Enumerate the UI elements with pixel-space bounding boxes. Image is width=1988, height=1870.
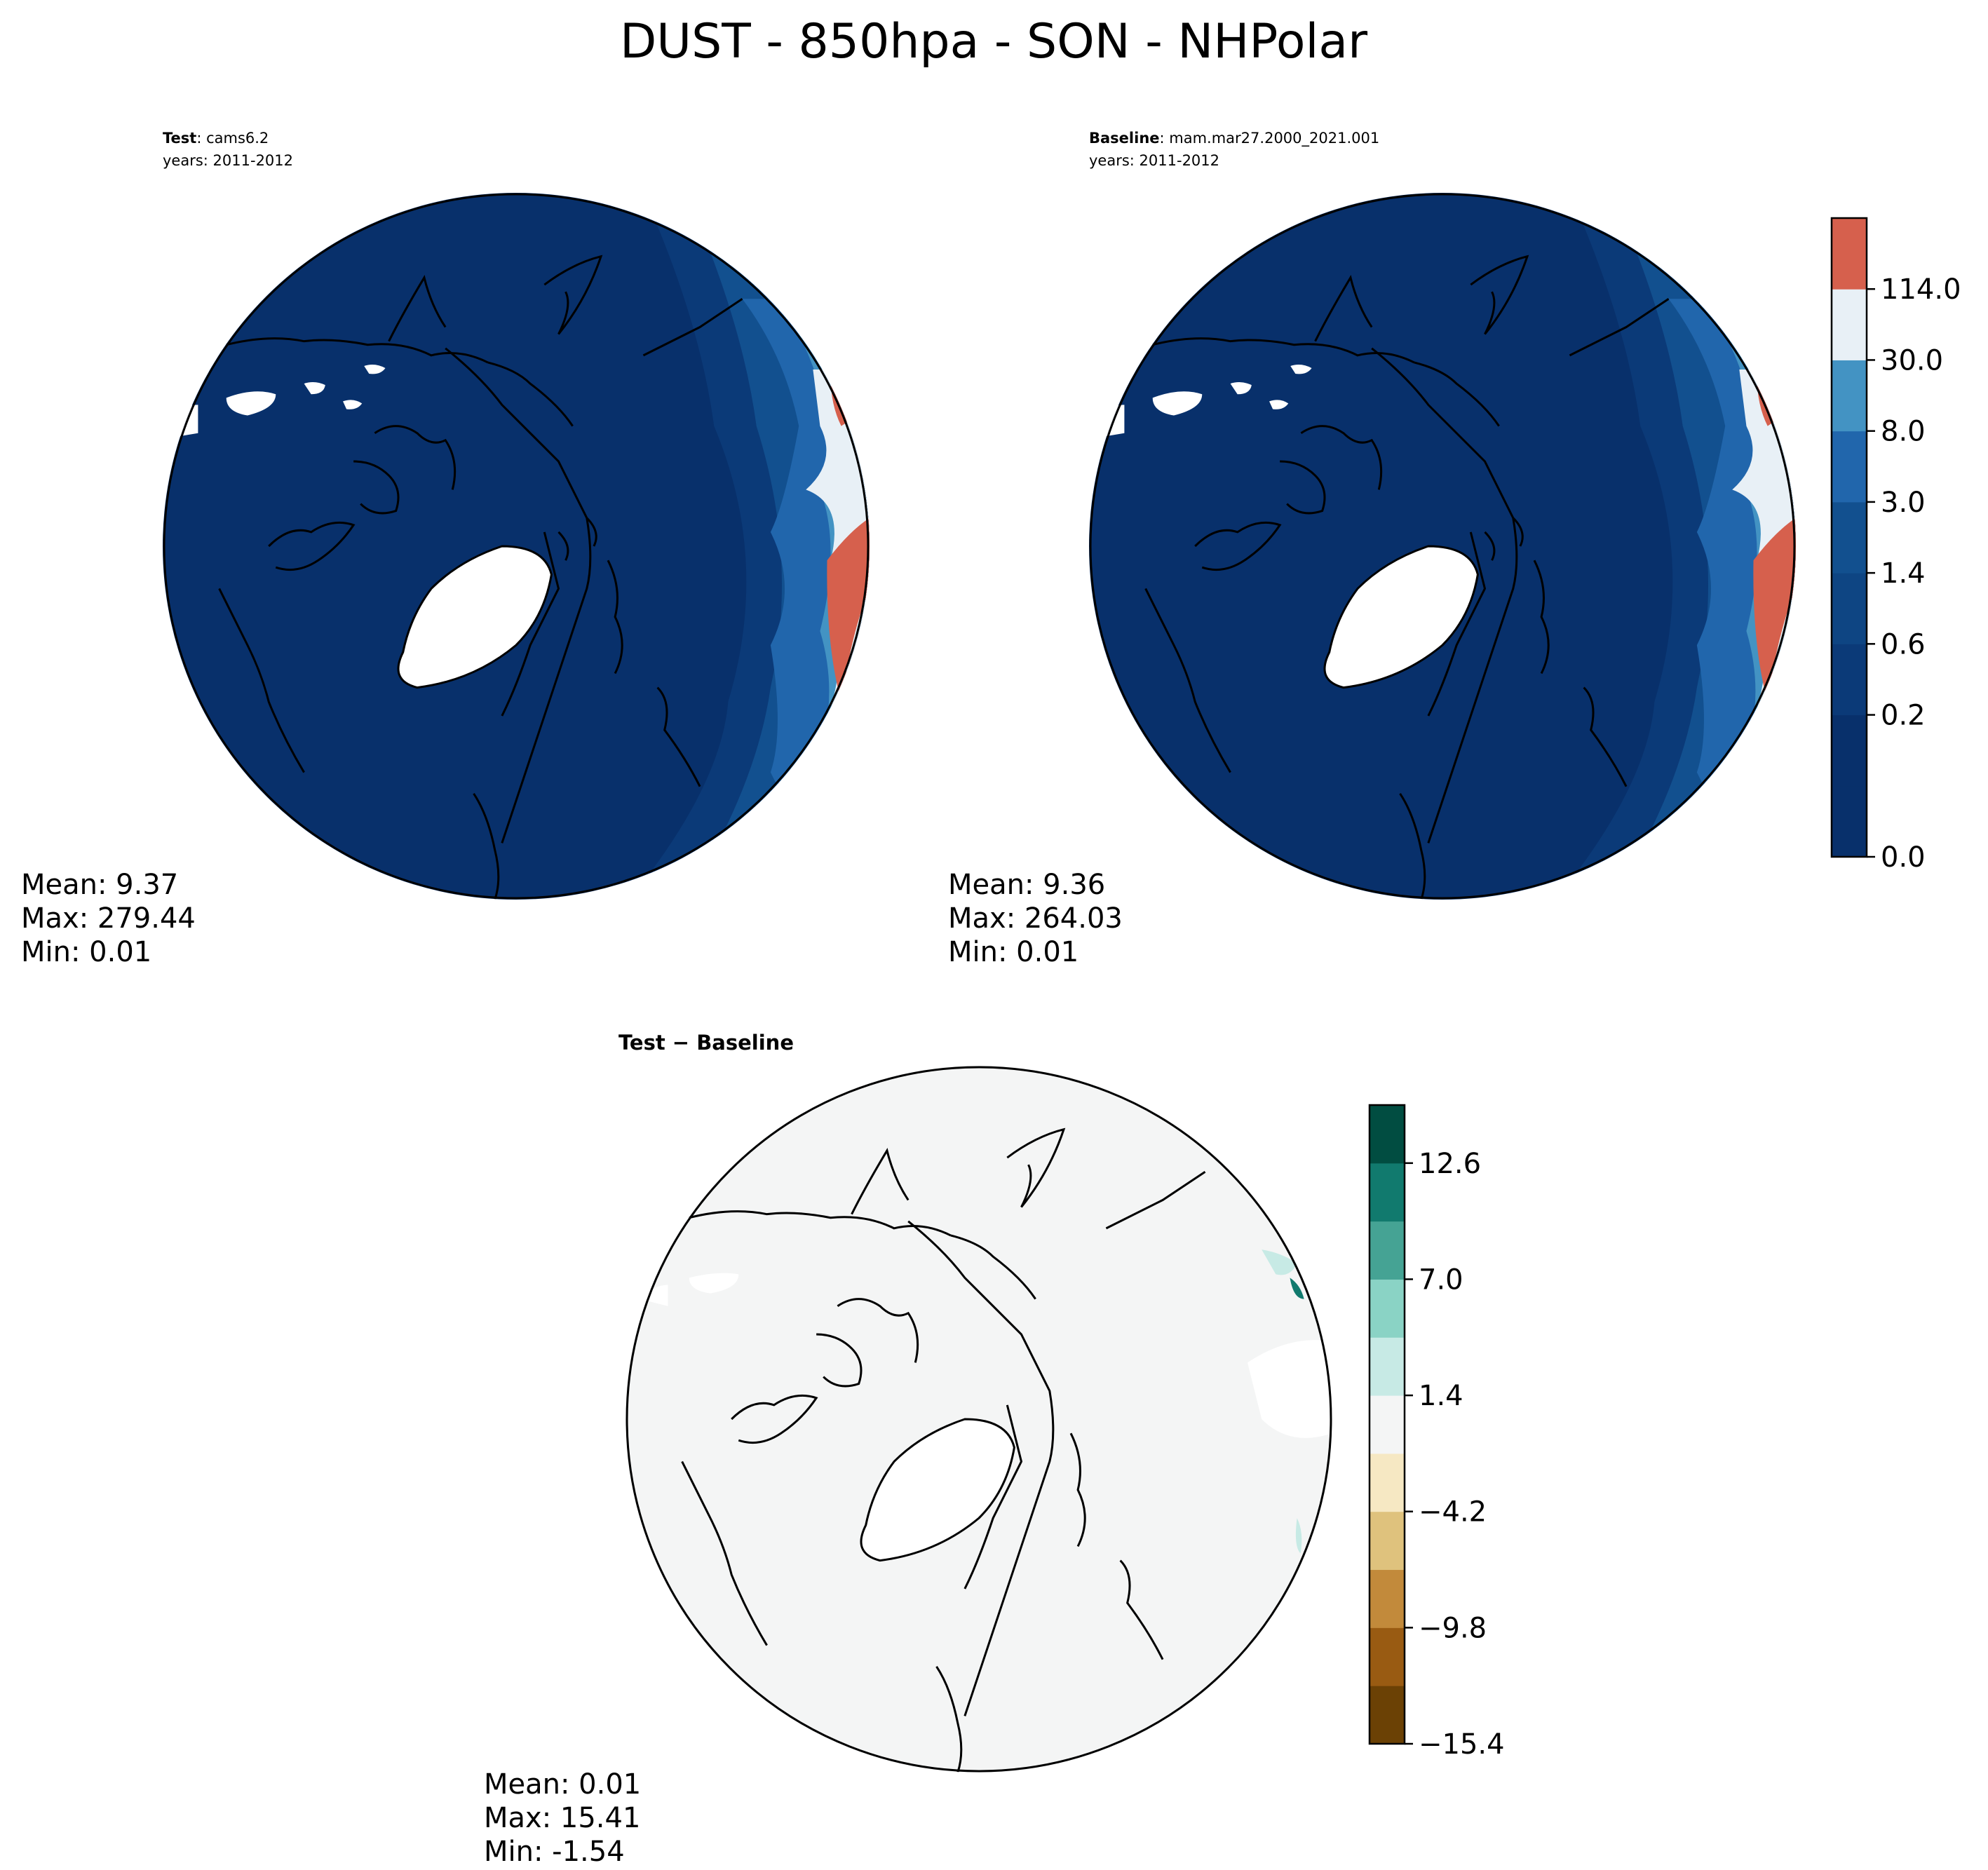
panel-test-max: Max: 279.44 bbox=[21, 902, 196, 935]
colorbar-diff-tick-label: −9.8 bbox=[1419, 1612, 1487, 1644]
panel-baseline-years: years: 2011-2012 bbox=[1089, 152, 1219, 169]
colorbar-diff-swatch bbox=[1370, 1627, 1405, 1686]
panel-baseline-label-rest: : mam.mar27.2000_2021.001 bbox=[1160, 130, 1380, 147]
figure-title: DUST - 850hpa - SON - NHPolar bbox=[620, 14, 1367, 69]
panel-test-label-bold: Test bbox=[163, 130, 196, 147]
colorbar-diff-swatch bbox=[1370, 1686, 1405, 1744]
colorbar-main-swatch bbox=[1832, 218, 1867, 290]
panel-diff-label: Test − Baseline bbox=[618, 1031, 794, 1055]
colorbar-diff-tick-label: −4.2 bbox=[1419, 1496, 1487, 1529]
panel-test-mean: Mean: 9.37 bbox=[21, 869, 178, 901]
colorbar-diff-tick-label: 12.6 bbox=[1419, 1148, 1481, 1180]
colorbar-diff-swatch bbox=[1370, 1337, 1405, 1396]
panel-diff-min: Min: -1.54 bbox=[484, 1836, 625, 1868]
colorbar-main-tick-label: 30.0 bbox=[1881, 344, 1943, 377]
panel-diff-max: Max: 15.41 bbox=[484, 1802, 640, 1834]
colorbar-main-tick-label: 3.0 bbox=[1881, 487, 1926, 519]
panel-baseline-max: Max: 264.03 bbox=[948, 902, 1123, 935]
colorbar-diff-swatch bbox=[1370, 1569, 1405, 1628]
panel-baseline-mean: Mean: 9.36 bbox=[948, 869, 1105, 901]
panel-test-min: Min: 0.01 bbox=[21, 936, 151, 968]
colorbar-diff-swatch bbox=[1370, 1511, 1405, 1571]
colorbar-main-tick-label: 114.0 bbox=[1881, 273, 1961, 306]
colorbar-main-frame bbox=[1830, 217, 1868, 858]
colorbar-diff-swatch bbox=[1370, 1395, 1405, 1454]
colorbar-diff-tick-label: 7.0 bbox=[1419, 1263, 1463, 1296]
panel-baseline: Baseline: mam.mar27.2000_2021.001 years:… bbox=[948, 130, 1796, 968]
colorbar-main-swatch bbox=[1832, 501, 1867, 574]
colorbar-main-tick-label: 1.4 bbox=[1881, 557, 1926, 590]
panel-test: Test: cams6.2 years: 2011-2012 Mean: 9.3… bbox=[21, 130, 870, 968]
colorbar-diff: −15.4 −9.8 −4.2 1.4 7.0 12.6 bbox=[1368, 1104, 1505, 1761]
colorbar-main-swatch bbox=[1832, 360, 1867, 432]
panel-baseline-label: Baseline: mam.mar27.2000_2021.001 bbox=[1089, 130, 1379, 147]
colorbar-diff-tick-label: −15.4 bbox=[1419, 1728, 1505, 1761]
panel-diff-mean: Mean: 0.01 bbox=[484, 1768, 641, 1801]
colorbar-diff-tick-label: 1.4 bbox=[1419, 1380, 1463, 1412]
colorbar-diff-swatch bbox=[1370, 1163, 1405, 1222]
colorbar-main-tick-label: 0.2 bbox=[1881, 700, 1926, 732]
colorbar-main-swatch bbox=[1832, 289, 1867, 360]
colorbar-diff-swatch bbox=[1370, 1105, 1405, 1164]
colorbar-main-swatch bbox=[1832, 431, 1867, 503]
colorbar-main: 0.0 0.2 0.6 1.4 3.0 8.0 30.0 114.0 bbox=[1830, 217, 1961, 874]
panel-test-map bbox=[163, 193, 870, 900]
panel-test-years: years: 2011-2012 bbox=[163, 152, 293, 169]
colorbar-diff-swatch bbox=[1370, 1453, 1405, 1512]
colorbar-main-swatch bbox=[1832, 785, 1867, 858]
panel-diff: Test − Baseline Mean: 0.01 Max: 15.41 Mi… bbox=[484, 1031, 1332, 1868]
panel-test-label: Test: cams6.2 bbox=[163, 130, 269, 147]
colorbar-diff-frame bbox=[1368, 1104, 1406, 1745]
colorbar-main-tick-label: 0.0 bbox=[1881, 841, 1926, 874]
colorbar-main-swatch bbox=[1832, 644, 1867, 716]
colorbar-main-tick-label: 0.6 bbox=[1881, 628, 1926, 660]
colorbar-main-tick-label: 8.0 bbox=[1881, 416, 1926, 448]
panel-baseline-label-bold: Baseline bbox=[1089, 130, 1160, 147]
colorbar-diff-swatch bbox=[1370, 1279, 1405, 1338]
colorbar-main-swatch bbox=[1832, 573, 1867, 644]
panel-baseline-map bbox=[1089, 193, 1796, 900]
colorbar-diff-swatch bbox=[1370, 1221, 1405, 1280]
panel-baseline-min: Min: 0.01 bbox=[948, 936, 1078, 968]
colorbar-main-swatch bbox=[1832, 714, 1867, 787]
panel-test-label-rest: : cams6.2 bbox=[196, 130, 269, 147]
panel-diff-map bbox=[626, 1066, 1332, 1773]
